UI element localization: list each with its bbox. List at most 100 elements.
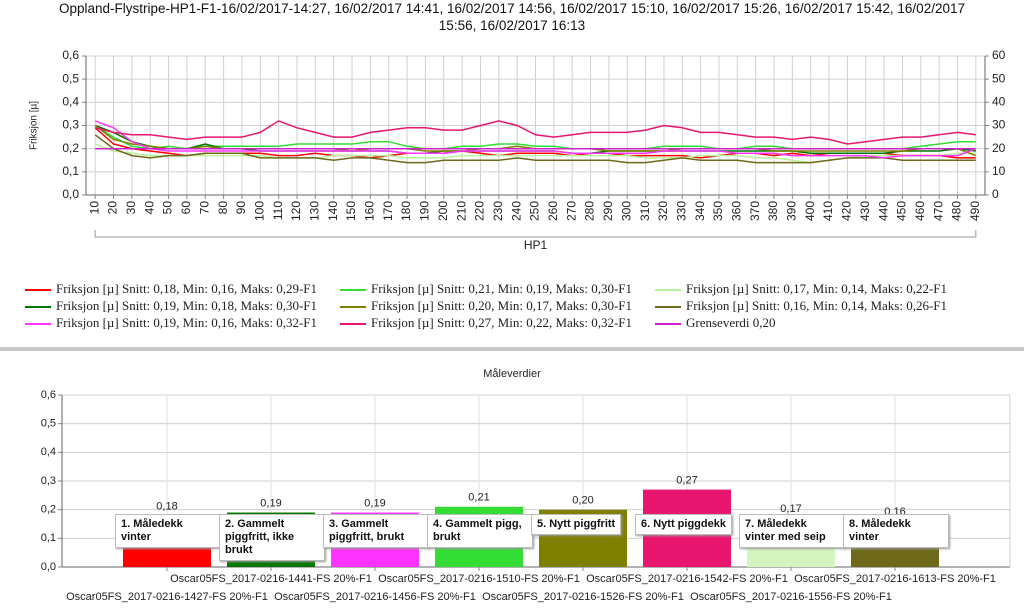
x-tick-label: 240 bbox=[509, 201, 523, 221]
annotation: 7. Måledekk vinter med seip bbox=[739, 514, 845, 548]
y2-tick-label: 60 bbox=[992, 48, 1006, 62]
annotation-area: 1. Måledekk vinter bbox=[115, 514, 221, 548]
value-label: 0,17 bbox=[780, 503, 801, 515]
x-tick-label: 380 bbox=[766, 201, 780, 221]
x-tick-label: 30 bbox=[124, 201, 138, 215]
series-line bbox=[94, 134, 976, 164]
x-tick-label: 60 bbox=[179, 201, 193, 215]
x-tick-label: 40 bbox=[142, 201, 156, 215]
x-group-label: HP1 bbox=[524, 238, 548, 252]
x-tick-label: 260 bbox=[546, 201, 560, 221]
x-tick-label: Oscar05FS_2017-0216-1526-FS 20%-F1 bbox=[482, 591, 684, 603]
x-tick-label: 430 bbox=[858, 201, 872, 221]
x-tick-label: 390 bbox=[785, 201, 799, 221]
x-tick-label: Oscar05FS_2017-0216-1613-FS 20%-F1 bbox=[794, 573, 996, 585]
y-tick-label: 0,6 bbox=[62, 48, 79, 62]
x-tick-label: 230 bbox=[491, 201, 505, 221]
y-tick-label: 0,5 bbox=[41, 418, 56, 430]
x-tick-label: 160 bbox=[363, 201, 377, 221]
x-tick-label: Oscar05FS_2017-0216-1441-FS 20%-F1 bbox=[170, 573, 372, 585]
x-tick-label: 110 bbox=[271, 201, 285, 220]
value-label: 0,19 bbox=[364, 497, 385, 509]
x-tick-label: 150 bbox=[344, 201, 358, 221]
y2-tick-label: 40 bbox=[992, 95, 1006, 109]
annotation: 4. Gammelt pigg, brukt bbox=[427, 514, 533, 548]
legend-label: Grenseverdi 0,20 bbox=[686, 315, 776, 330]
x-tick-label: 340 bbox=[693, 201, 707, 221]
annotation-area: 7. Måledekk vinter med seip bbox=[739, 514, 845, 548]
annotation: 5. Nytt piggfritt bbox=[531, 514, 622, 535]
y2-tick-label: 10 bbox=[992, 164, 1006, 178]
y2-tick-label: 20 bbox=[992, 141, 1006, 155]
x-tick-label: 120 bbox=[289, 201, 303, 221]
x-tick-label: 80 bbox=[216, 201, 230, 215]
group-bracket bbox=[94, 230, 977, 238]
y-tick-label: 0,3 bbox=[41, 475, 56, 487]
x-tick-label: 490 bbox=[968, 201, 982, 221]
legend-label: Friksjon [µ] Snitt: 0,17, Min: 0,14, Mak… bbox=[686, 281, 947, 296]
legend-label: Friksjon [µ] Snitt: 0,20, Min: 0,17, Mak… bbox=[371, 298, 632, 313]
annotation-area: 6. Nytt piggdekk bbox=[635, 514, 732, 535]
annotation: 3. Gammelt piggfritt, brukt bbox=[323, 514, 429, 548]
value-label: 0,18 bbox=[156, 500, 177, 512]
x-tick-label: 470 bbox=[931, 201, 945, 221]
y-tick-label: 0,1 bbox=[62, 164, 79, 178]
x-tick-label: 170 bbox=[381, 201, 395, 221]
x-tick-label: Oscar05FS_2017-0216-1556-FS 20%-F1 bbox=[690, 591, 892, 603]
annotation-area: 4. Gammelt pigg, brukt bbox=[427, 514, 533, 548]
x-tick-label: 350 bbox=[711, 201, 725, 221]
x-tick-label: Oscar05FS_2017-0216-1510-FS 20%-F1 bbox=[378, 573, 580, 585]
annotation: 8. Måledekk vinter bbox=[843, 514, 949, 548]
x-tick-label: 220 bbox=[473, 201, 487, 221]
x-tick-label: 140 bbox=[326, 201, 340, 221]
x-tick-label: 360 bbox=[729, 201, 743, 221]
x-tick-label: Oscar05FS_2017-0216-1456-FS 20%-F1 bbox=[274, 591, 476, 603]
value-label: 0,20 bbox=[572, 495, 593, 507]
y-tick-label: 0,0 bbox=[41, 561, 56, 573]
y-tick-label: 0,4 bbox=[41, 446, 56, 458]
y-tick-label: 0,2 bbox=[41, 504, 56, 516]
value-label: 0,19 bbox=[260, 497, 281, 509]
x-tick-label: 460 bbox=[913, 201, 927, 221]
annotation-area: 2. Gammelt piggfritt, ikke brukt bbox=[219, 514, 325, 561]
chart-title: Måleverdier bbox=[483, 368, 541, 380]
x-tick-label: 290 bbox=[601, 201, 615, 221]
y2-tick-label: 50 bbox=[992, 71, 1006, 85]
x-tick-label: 410 bbox=[821, 201, 835, 221]
annotation: 1. Måledekk vinter bbox=[115, 514, 221, 548]
x-tick-label: 450 bbox=[895, 201, 909, 221]
annotation: 6. Nytt piggdekk bbox=[635, 514, 732, 535]
y-tick-label: 0,1 bbox=[41, 532, 56, 544]
y-tick-label: 0,4 bbox=[62, 95, 79, 109]
legend-label: Friksjon [µ] Snitt: 0,19, Min: 0,16, Mak… bbox=[56, 315, 317, 330]
x-tick-label: 370 bbox=[748, 201, 762, 221]
y-tick-label: 0,6 bbox=[41, 389, 56, 401]
y2-tick-label: 30 bbox=[992, 118, 1006, 132]
x-tick-label: 200 bbox=[436, 201, 450, 221]
x-tick-label: 130 bbox=[308, 201, 322, 221]
separator bbox=[0, 347, 1024, 351]
y-tick-label: 0,2 bbox=[62, 141, 79, 155]
x-tick-label: 210 bbox=[454, 201, 468, 221]
legend-label: Friksjon [µ] Snitt: 0,19, Min: 0,18, Mak… bbox=[56, 298, 317, 313]
value-label: 0,21 bbox=[468, 492, 489, 504]
x-tick-label: 440 bbox=[876, 201, 890, 221]
series-line bbox=[95, 120, 976, 145]
title-area: Oppland-Flystripe-HP1-F1-16/02/2017-14:2… bbox=[59, 1, 965, 33]
x-tick-label: 50 bbox=[161, 201, 175, 215]
x-tick-label: 400 bbox=[803, 201, 817, 221]
x-tick-label: Oscar05FS_2017-0216-1427-FS 20%-F1 bbox=[66, 591, 268, 603]
x-tick-label: 270 bbox=[564, 201, 578, 221]
x-tick-label: 320 bbox=[656, 201, 670, 221]
x-tick-label: 10 bbox=[87, 201, 101, 215]
y2-tick-label: 0 bbox=[992, 187, 999, 201]
series-line bbox=[94, 120, 977, 159]
value-label: 0,27 bbox=[676, 475, 697, 487]
x-tick-label: 250 bbox=[528, 201, 542, 221]
x-tick-label: 280 bbox=[583, 201, 597, 221]
legend-label: Friksjon [µ] Snitt: 0,27, Min: 0,22, Mak… bbox=[371, 315, 632, 330]
x-tick-label: 300 bbox=[619, 201, 633, 221]
y-tick-label: 0,3 bbox=[62, 118, 79, 132]
